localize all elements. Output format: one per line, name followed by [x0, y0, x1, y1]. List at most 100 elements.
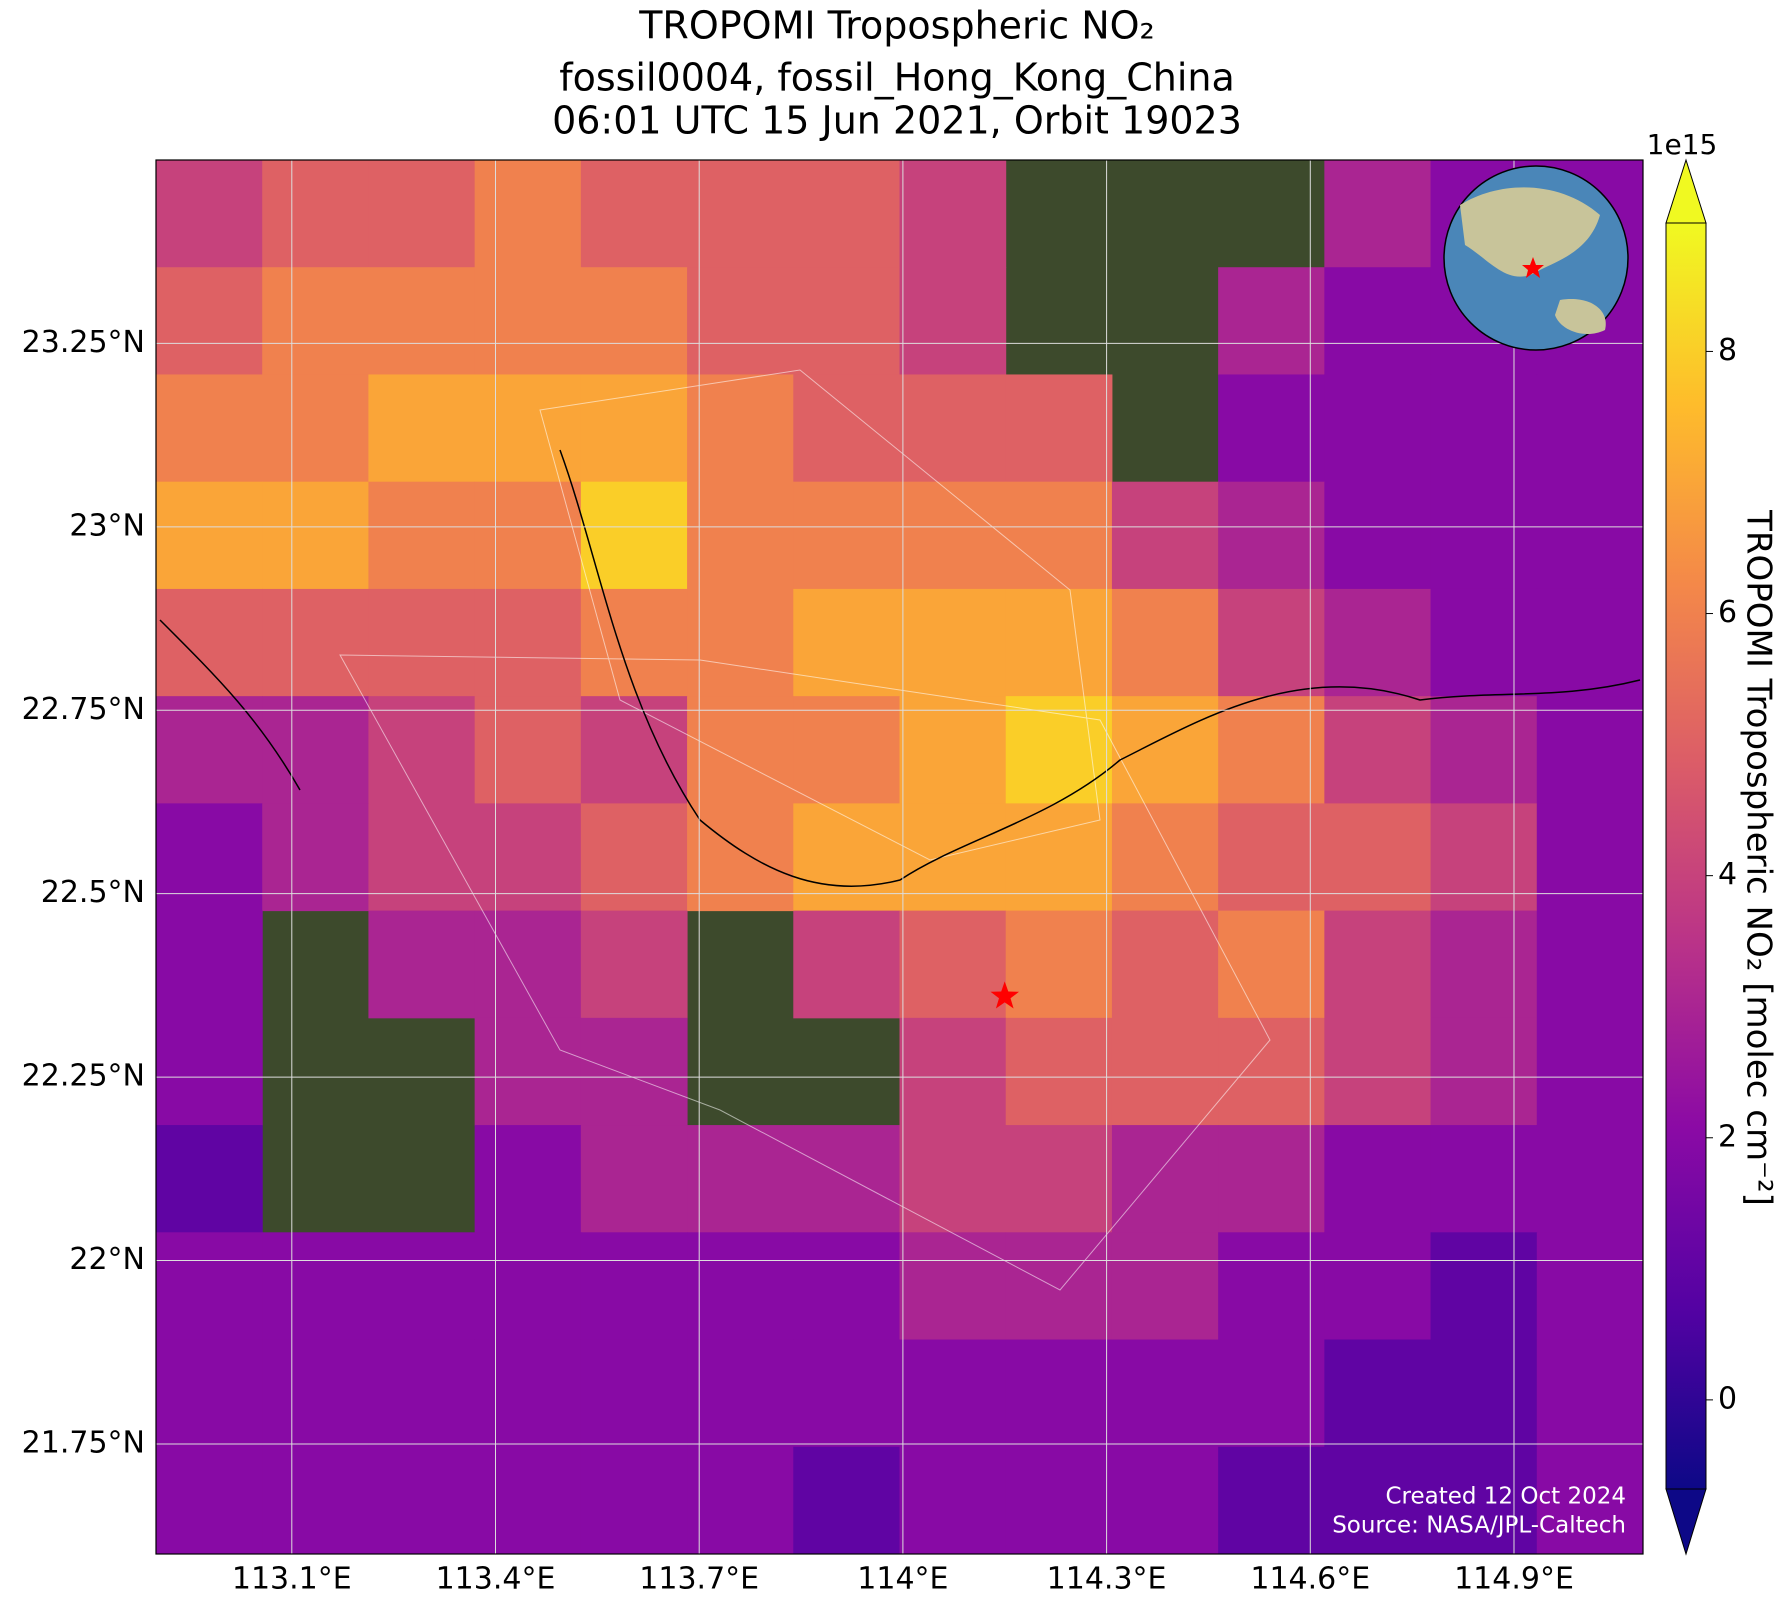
- no2-cell: [474, 696, 582, 804]
- y-tick-label: 21.75°N: [22, 1425, 145, 1460]
- no2-cell: [899, 910, 1007, 1019]
- no2-cell: [1111, 1017, 1219, 1126]
- x-tick-label: 113.4°E: [436, 1562, 556, 1597]
- no2-cell: [1324, 481, 1432, 590]
- no2-cell: [1005, 1017, 1113, 1126]
- colorbar-extend-bottom: [1665, 1488, 1707, 1556]
- y-tick-label: 22.5°N: [41, 875, 145, 910]
- no2-cell: [1430, 1339, 1538, 1448]
- no2-cell: [899, 803, 1007, 912]
- no2-cell: [156, 267, 263, 375]
- no2-cell: [899, 1339, 1007, 1448]
- no2-cell: [1218, 1125, 1325, 1233]
- colorbar-tick-label: 0: [1718, 1381, 1737, 1416]
- no2-cell: [899, 1446, 1007, 1555]
- no2-cell: [793, 696, 900, 804]
- no2-cell: [793, 481, 900, 590]
- y-tick-label: 22.25°N: [22, 1059, 145, 1094]
- no2-cell: [1430, 696, 1538, 804]
- no2-cell: [899, 481, 1007, 590]
- no2-cell: [262, 374, 369, 483]
- no2-cell: [474, 1125, 582, 1233]
- no2-cell: [474, 803, 582, 912]
- no2-cell: [1005, 910, 1113, 1019]
- no2-cell: [1430, 1017, 1538, 1126]
- no2-cell: [1536, 588, 1644, 697]
- no2-cell: [687, 374, 794, 483]
- no2-cell: [156, 1446, 263, 1555]
- no2-cell: [580, 1017, 688, 1126]
- no2-cell: [1111, 588, 1219, 697]
- no2-cell: [368, 1232, 476, 1341]
- chart-title: 06:01 UTC 15 Jun 2021, Orbit 19023: [552, 99, 1242, 143]
- no2-cell: [474, 1232, 582, 1341]
- no2-cell: [262, 803, 369, 912]
- no2-cell: [474, 1339, 582, 1448]
- no2-cell: [1536, 910, 1644, 1019]
- no2-cell: [899, 1125, 1007, 1233]
- no2-cell: [156, 481, 263, 590]
- no2-cell: [1324, 588, 1432, 697]
- no2-cell: [1218, 1017, 1325, 1126]
- no2-cell: [793, 1339, 900, 1448]
- no2-cell: [1430, 1446, 1538, 1555]
- no2-cell: [687, 267, 794, 375]
- no2-cell: [1218, 267, 1325, 375]
- no2-cell: [1005, 1125, 1113, 1233]
- no2-cell: [687, 481, 794, 590]
- no2-cell: [1430, 1232, 1538, 1341]
- colorbar: [1665, 222, 1707, 1490]
- no2-cell: [1536, 1339, 1644, 1448]
- no2-cell: [156, 160, 263, 268]
- no2-cell: [262, 1232, 369, 1341]
- no2-cell: [1536, 1446, 1644, 1555]
- no2-cell: [1218, 588, 1325, 697]
- no2-cell: [580, 267, 688, 375]
- no2-cell: [368, 696, 476, 804]
- no2-cell: [1430, 1125, 1538, 1233]
- no2-cell: [1324, 1017, 1432, 1126]
- no2-cell: [793, 803, 900, 912]
- colorbar-tick-label: 6: [1718, 595, 1737, 630]
- no2-cell: [1430, 374, 1538, 483]
- no2-cell: [1111, 1232, 1219, 1341]
- no2-cell: [1536, 1232, 1644, 1341]
- no2-cell: [156, 910, 263, 1019]
- no2-cell: [1324, 1125, 1432, 1233]
- y-tick-label: 22.75°N: [22, 692, 145, 727]
- no2-cell: [1218, 374, 1325, 483]
- no2-cell: [687, 1446, 794, 1555]
- colorbar-tick-label: 8: [1718, 333, 1737, 368]
- no2-cell: [1005, 374, 1113, 483]
- no2-cell: [1536, 374, 1644, 483]
- no2-cell: [1218, 1339, 1325, 1448]
- no2-cell: [899, 267, 1007, 375]
- chart-title: fossil0004, fossil_Hong_Kong_China: [559, 56, 1235, 100]
- no2-cell: [899, 160, 1007, 268]
- no2-cell: [1324, 374, 1432, 483]
- no2-cell: [1430, 910, 1538, 1019]
- no2-cell: [1005, 1232, 1113, 1341]
- no2-cell: [474, 1446, 582, 1555]
- no2-cell: [580, 696, 688, 804]
- no2-cell: [1218, 803, 1325, 912]
- no2-cell: [1324, 1339, 1432, 1448]
- credit: Source: NASA/JPL-Caltech: [1332, 1513, 1626, 1539]
- no2-cell: [474, 1017, 582, 1126]
- no2-cell: [156, 1339, 263, 1448]
- no2-cell: [580, 803, 688, 912]
- no2-cell: [1430, 481, 1538, 590]
- no2-cell: [793, 588, 900, 697]
- y-tick-label: 23.25°N: [22, 325, 145, 360]
- no2-cell: [1324, 1232, 1432, 1341]
- no2-cell: [368, 160, 476, 268]
- no2-cell: [1111, 1125, 1219, 1233]
- colorbar-exponent: 1e15: [1647, 128, 1718, 161]
- no2-cell: [156, 1232, 263, 1341]
- no2-cell: [1111, 1339, 1219, 1448]
- no2-cell: [156, 588, 263, 697]
- no2-cell: [1111, 1446, 1219, 1555]
- x-tick-label: 114.9°E: [1454, 1562, 1574, 1597]
- no2-cell: [474, 374, 582, 483]
- x-tick-label: 114.6°E: [1250, 1562, 1370, 1597]
